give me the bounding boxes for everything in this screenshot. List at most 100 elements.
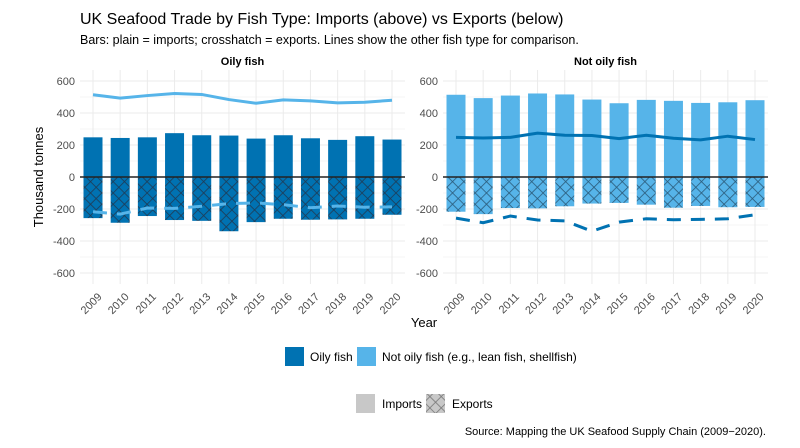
bar-exports-2011: [137, 177, 157, 217]
bar-exports-2010: [473, 177, 493, 215]
panel-title: Oily fish: [221, 56, 265, 68]
x-axis-label: Year: [411, 315, 438, 330]
x-tick-label: 2019: [714, 291, 740, 317]
y-tick-label: 0: [69, 172, 75, 184]
legend-swatch-oily: [285, 347, 304, 366]
y-tick-label: -600: [53, 268, 75, 280]
bar-imports-2012: [165, 133, 185, 177]
bar-imports-2020: [382, 139, 402, 177]
bar-exports-2019: [718, 177, 738, 208]
bar-exports-2014: [219, 177, 239, 232]
y-tick-label: 600: [57, 76, 75, 88]
chart-title: UK Seafood Trade by Fish Type: Imports (…: [80, 11, 563, 28]
bar-exports-2009: [446, 177, 466, 212]
bar-imports-2009: [83, 137, 103, 177]
line-imports-oily: [455, 131, 756, 142]
line-exports-not_oily: [92, 201, 393, 216]
x-tick-label: 2019: [351, 291, 377, 317]
x-tick-label: 2010: [469, 291, 495, 317]
y-tick-label: -200: [53, 204, 75, 216]
y-tick-label: 600: [420, 76, 438, 88]
legend-label-exports: Exports: [452, 397, 493, 411]
y-tick-label: 200: [57, 140, 75, 152]
panel-title: Not oily fish: [574, 56, 637, 68]
x-tick-label: 2009: [442, 291, 468, 317]
x-tick-label: 2015: [242, 291, 268, 317]
legend-swatch-exports: [426, 394, 445, 413]
bar-imports-2017: [300, 138, 320, 177]
caption: Source: Mapping the UK Seafood Supply Ch…: [465, 426, 766, 438]
x-tick-label: 2013: [550, 291, 576, 317]
bar-exports-2020: [745, 177, 765, 207]
x-tick-label: 2009: [79, 291, 105, 317]
y-tick-label: -400: [53, 236, 75, 248]
x-tick-label: 2014: [215, 291, 241, 317]
bar-imports-2011: [137, 137, 157, 177]
x-tick-label: 2012: [160, 291, 186, 317]
bar-exports-2015: [246, 177, 266, 223]
bar-imports-2019: [718, 102, 738, 177]
bar-exports-2012: [528, 177, 548, 209]
bar-imports-2018: [328, 139, 348, 177]
bar-imports-2014: [219, 135, 239, 177]
y-axis-label: Thousand tonnes: [31, 126, 46, 227]
bar-exports-2017: [300, 177, 320, 220]
x-tick-label: 2011: [134, 291, 159, 316]
bar-imports-2016: [636, 99, 656, 177]
x-tick-label: 2014: [578, 291, 604, 317]
bar-imports-2013: [192, 135, 212, 177]
legend-label-imports: Imports: [382, 397, 422, 411]
bar-imports-2015: [246, 138, 266, 177]
chart-subtitle: Bars: plain = imports; crosshatch = expo…: [80, 33, 579, 47]
x-tick-label: 2013: [187, 291, 213, 317]
y-tick-label: -200: [416, 204, 438, 216]
bar-exports-2012: [165, 177, 185, 221]
bar-imports-2014: [582, 99, 602, 177]
x-tick-label: 2012: [523, 291, 549, 317]
bar-exports-2010: [110, 177, 130, 223]
x-tick-label: 2020: [378, 291, 404, 317]
x-tick-label: 2015: [605, 291, 631, 317]
bar-exports-2016: [636, 177, 656, 205]
bar-imports-2009: [446, 94, 466, 177]
legend-swatch-not-oily: [357, 347, 376, 366]
bar-exports-2013: [555, 177, 575, 207]
bar-exports-2014: [582, 177, 602, 204]
bar-exports-2017: [663, 177, 683, 208]
bar-exports-2019: [355, 177, 375, 219]
bar-exports-2015: [609, 177, 629, 203]
x-tick-label: 2017: [296, 291, 322, 317]
legend: Oily fish Not oily fish (e.g., lean fish…: [285, 347, 577, 413]
legend-label-oily: Oily fish: [310, 350, 353, 364]
y-tick-label: -600: [416, 268, 438, 280]
bar-imports-2016: [273, 135, 293, 177]
bar-imports-2012: [528, 93, 548, 177]
bar-imports-2019: [355, 136, 375, 177]
y-tick-label: 400: [420, 108, 438, 120]
bar-exports-2011: [500, 177, 520, 209]
y-tick-label: 200: [420, 140, 438, 152]
x-tick-label: 2016: [632, 291, 658, 317]
y-tick-label: -400: [416, 236, 438, 248]
legend-swatch-imports: [356, 394, 375, 413]
x-tick-label: 2011: [497, 291, 522, 316]
bar-exports-2013: [192, 177, 212, 221]
x-tick-label: 2018: [686, 291, 712, 317]
bar-imports-2015: [609, 103, 629, 177]
y-tick-label: 0: [432, 172, 438, 184]
bar-exports-2020: [382, 177, 402, 215]
x-tick-label: 2016: [269, 291, 295, 317]
line-exports-oily: [455, 213, 756, 233]
bar-exports-2018: [691, 177, 711, 206]
x-tick-label: 2010: [106, 291, 132, 317]
bar-exports-2009: [83, 177, 103, 219]
bar-imports-2010: [110, 137, 130, 177]
bar-exports-2018: [328, 177, 348, 220]
x-tick-label: 2018: [323, 291, 349, 317]
x-tick-label: 2020: [741, 291, 767, 317]
legend-label-not-oily: Not oily fish (e.g., lean fish, shellfis…: [382, 350, 577, 364]
line-imports-not_oily: [92, 91, 393, 105]
